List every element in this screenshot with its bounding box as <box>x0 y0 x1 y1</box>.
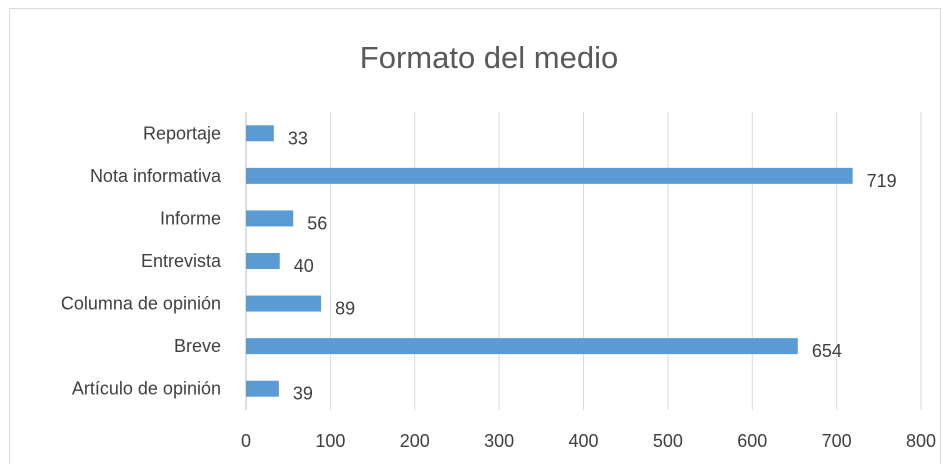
category-label: Columna de opinión <box>61 294 221 314</box>
bar-3 <box>246 253 280 269</box>
category-label: Entrevista <box>141 251 222 271</box>
bar-1 <box>246 167 853 184</box>
data-label: 40 <box>294 256 314 276</box>
x-tick-label: 500 <box>653 431 683 451</box>
bar-0 <box>246 125 274 142</box>
category-label: Artículo de opinión <box>72 379 221 399</box>
category-labels: Reportaje Nota informativa Informe Entrevis… <box>61 123 222 398</box>
x-tick-label: 0 <box>241 431 251 451</box>
category-label: Reportaje <box>143 123 221 143</box>
data-label: 654 <box>812 341 842 361</box>
data-label: 39 <box>293 384 313 404</box>
category-label: Breve <box>174 336 221 356</box>
x-tick-label: 400 <box>568 431 598 451</box>
category-label: Nota informativa <box>90 166 222 186</box>
bar-2 <box>246 210 294 227</box>
chart-frame <box>9 8 941 464</box>
bar-4 <box>246 295 322 312</box>
data-labels: 33 719 56 40 89 654 39 <box>288 128 897 403</box>
x-tick-labels: 0 100 200 300 400 500 600 700 800 <box>241 431 936 451</box>
x-tick-label: 800 <box>906 431 936 451</box>
x-tick-label: 100 <box>315 431 345 451</box>
chart-title: Formato del medio <box>360 40 618 75</box>
category-label: Informe <box>160 208 221 228</box>
bar-5 <box>246 338 798 355</box>
x-tick-label: 600 <box>737 431 767 451</box>
data-label: 89 <box>335 299 355 319</box>
gridlines <box>329 112 922 410</box>
bars <box>246 125 853 397</box>
x-tick-label: 200 <box>400 431 430 451</box>
x-tick-label: 700 <box>822 431 852 451</box>
bar-6 <box>246 380 279 397</box>
x-tick-label: 300 <box>484 431 514 451</box>
data-label: 33 <box>288 128 308 148</box>
data-label: 719 <box>867 171 897 191</box>
data-label: 56 <box>307 213 327 233</box>
